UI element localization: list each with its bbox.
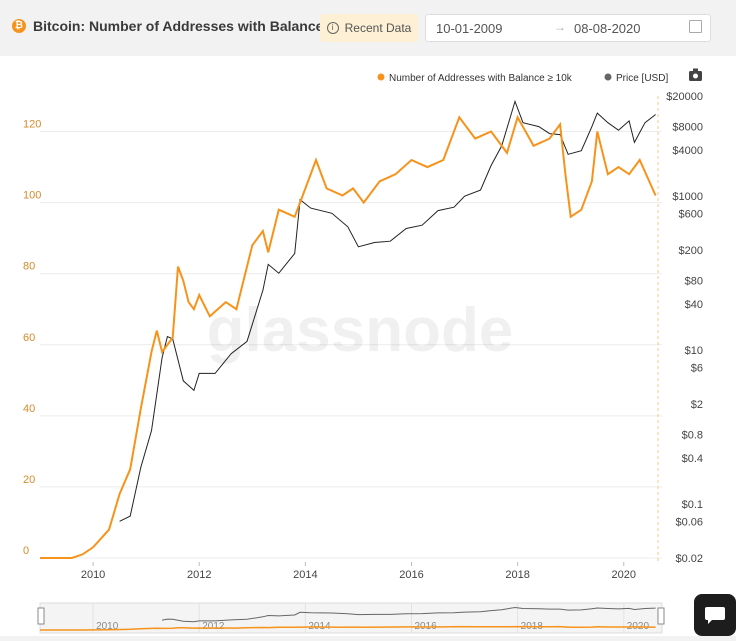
series-addresses-line	[40, 114, 657, 559]
x-tick-1: 2012	[187, 569, 211, 581]
series-price-line	[119, 99, 656, 522]
y-right-tick-4: $0.8	[682, 430, 703, 442]
legend-swatch-addresses	[377, 73, 385, 81]
y-right-axis: $0.02 $0.06 $0.1 $0.4 $0.8 $2 $6 $10 $40 $80 $200 $…	[666, 91, 703, 565]
watermark: glassnode	[207, 296, 514, 365]
y-right-tick-14: $8000	[672, 122, 703, 134]
chat-button[interactable]	[694, 594, 736, 636]
y-left-tick-1: 20	[23, 474, 35, 486]
y-right-tick-1: $0.06	[675, 516, 703, 528]
camera-icon[interactable]	[689, 68, 702, 82]
bitcoin-icon: ₿	[12, 19, 26, 33]
calendar-icon[interactable]	[689, 20, 702, 33]
recent-data-label: Recent Data	[344, 21, 412, 35]
y-right-tick-15: $20000	[666, 91, 703, 103]
y-right-tick-13: $4000	[672, 145, 703, 157]
x-tick-3: 2016	[399, 569, 423, 581]
range-navigator: 2010 2012 2014 2016 2018 2020	[37, 602, 665, 634]
navigator-handle-left[interactable]	[37, 607, 45, 625]
info-icon: i	[326, 22, 339, 34]
y-right-tick-9: $80	[685, 276, 703, 288]
y-right-tick-8: $40	[685, 299, 703, 311]
arrow-right-icon: →	[554, 20, 566, 34]
nav-tick-1: 2012	[202, 621, 225, 632]
x-axis: 2010 2012 2014 2016 2018 2020	[81, 562, 636, 581]
y-left-tick-4: 80	[23, 261, 35, 273]
y-left-axis: 0 20 40 60 80 100 120	[23, 119, 41, 557]
y-right-tick-10: $200	[679, 245, 703, 257]
title-area: ₿ Bitcoin: Number of Addresses with Bala…	[12, 18, 347, 34]
date-range-picker[interactable]: 10-01-2009 → 08-08-2020	[425, 14, 711, 42]
y-right-tick-11: $600	[679, 208, 703, 220]
chart-panel: glassnode 0 20 40 60 80 100 120 $0.02 $0.06 $0.1…	[0, 56, 736, 636]
date-to[interactable]: 08-08-2020	[574, 21, 641, 36]
x-tick-2: 2014	[293, 569, 317, 581]
grid-lines	[40, 131, 662, 559]
y-left-tick-2: 40	[23, 403, 35, 415]
chart-svg[interactable]: glassnode 0 20 40 60 80 100 120 $0.02 $0.06 $0.1…	[0, 56, 736, 636]
navigator-handle-right[interactable]	[657, 607, 665, 625]
y-left-tick-6: 120	[23, 119, 41, 131]
navigator-addresses-line	[40, 625, 656, 631]
y-right-tick-12: $1000	[672, 191, 703, 203]
chart-legend: Number of Addresses with Balance ≥ 10k P…	[377, 68, 702, 84]
chart-title: Bitcoin: Number of Addresses with Balanc…	[33, 18, 347, 34]
legend-swatch-price	[604, 73, 612, 81]
chart-header: ₿ Bitcoin: Number of Addresses with Bala…	[0, 0, 736, 56]
y-left-tick-5: 100	[23, 190, 41, 202]
y-right-tick-6: $6	[691, 362, 703, 374]
y-right-tick-0: $0.02	[675, 553, 703, 565]
y-left-tick-0: 0	[23, 545, 29, 557]
x-tick-0: 2010	[81, 569, 105, 581]
y-right-tick-5: $2	[691, 399, 703, 411]
y-left-tick-3: 60	[23, 332, 35, 344]
legend-label-price: Price [USD]	[616, 73, 668, 84]
legend-label-addresses: Number of Addresses with Balance ≥ 10k	[389, 73, 573, 84]
x-tick-4: 2018	[505, 569, 529, 581]
y-right-tick-2: $0.1	[682, 499, 703, 511]
nav-tick-0: 2010	[96, 621, 119, 632]
recent-data-button[interactable]: i Recent Data	[320, 14, 418, 42]
y-right-tick-7: $10	[685, 345, 703, 357]
y-right-tick-3: $0.4	[682, 453, 703, 465]
navigator-price-line	[162, 606, 656, 623]
x-tick-5: 2020	[612, 569, 636, 581]
date-from[interactable]: 10-01-2009	[436, 21, 503, 36]
chat-icon	[705, 607, 725, 624]
